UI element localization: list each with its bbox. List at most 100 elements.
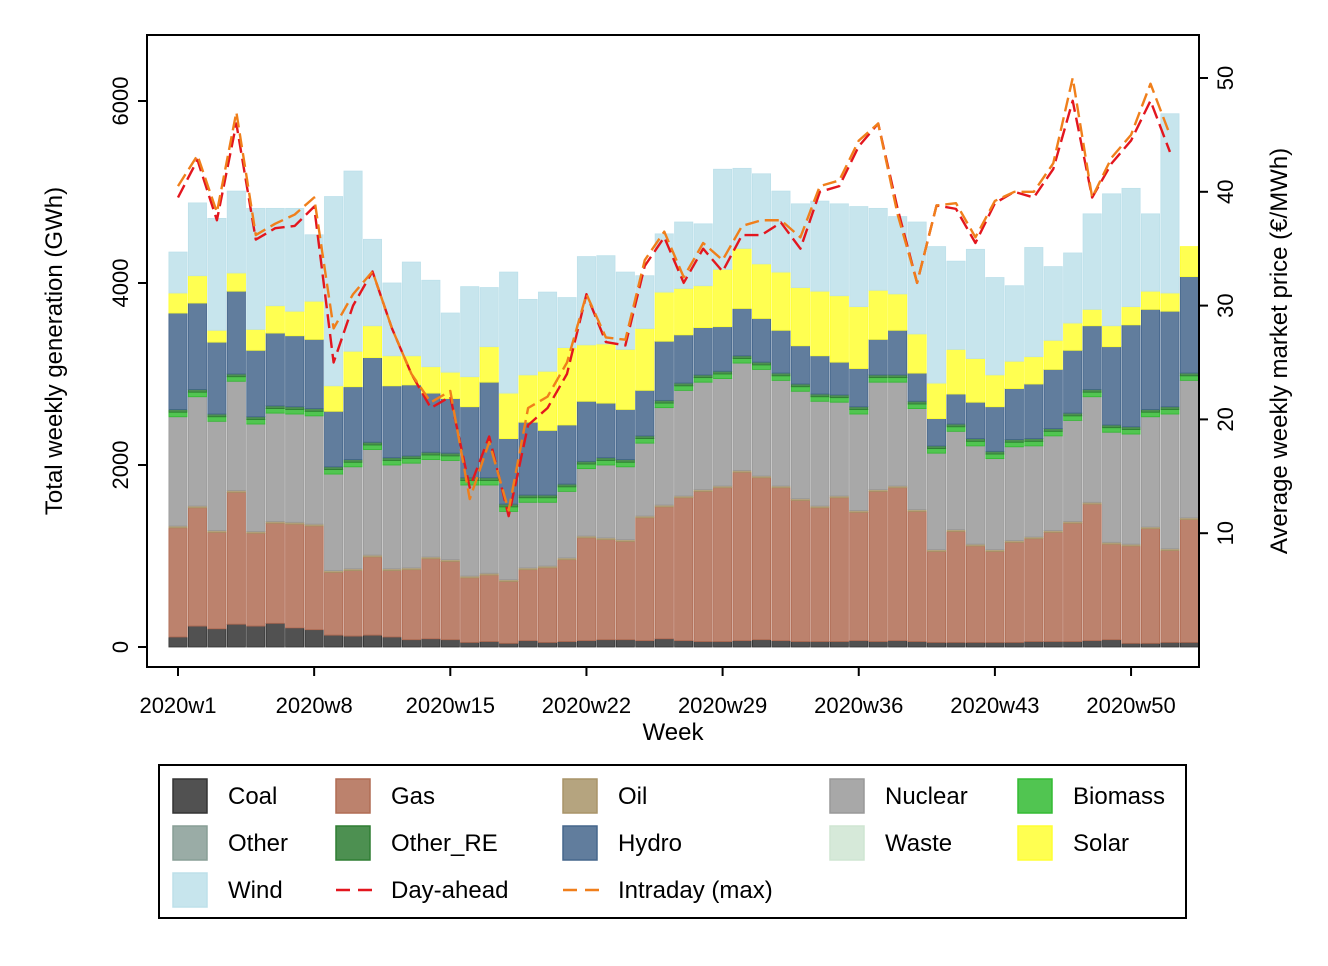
bar-segment bbox=[1179, 519, 1199, 643]
series-gas bbox=[168, 471, 1199, 644]
bar-segment bbox=[499, 271, 519, 394]
bar-segment bbox=[1121, 426, 1141, 430]
bar-segment bbox=[596, 460, 616, 466]
bar-segment bbox=[790, 203, 810, 288]
bar-segment bbox=[499, 581, 519, 644]
bar-segment bbox=[576, 256, 596, 346]
bar-segment bbox=[635, 640, 655, 648]
bar-segment bbox=[1102, 424, 1122, 429]
bar-segment bbox=[713, 370, 733, 375]
bar-segment bbox=[654, 638, 674, 648]
bar-segment bbox=[576, 344, 596, 402]
bar-segment bbox=[654, 506, 674, 640]
bar-segment bbox=[557, 424, 577, 485]
bar-segment bbox=[635, 442, 655, 517]
bar-segment bbox=[829, 397, 849, 403]
bar-segment bbox=[168, 411, 188, 418]
bar-segment bbox=[790, 386, 810, 392]
legend-label: Other_RE bbox=[391, 830, 498, 857]
x-tick-label: 2020w50 bbox=[1086, 693, 1175, 718]
bar-segment bbox=[421, 454, 441, 460]
bar-segment bbox=[829, 394, 849, 399]
bar-segment bbox=[265, 622, 285, 648]
bar-segment bbox=[1179, 372, 1199, 377]
bar-segment bbox=[285, 310, 305, 337]
bar-segment bbox=[1141, 308, 1161, 410]
bar-segment bbox=[693, 327, 713, 376]
series-coal bbox=[168, 622, 1199, 648]
bar-segment bbox=[576, 400, 596, 462]
bar-segment bbox=[1063, 412, 1083, 417]
legend: Coal Gas Oil Nuclear Biomass Other Other_RE Hyd… bbox=[172, 778, 1165, 908]
bar-segment bbox=[674, 385, 694, 391]
bar-segment bbox=[538, 497, 558, 503]
bar-segment bbox=[421, 392, 441, 453]
legend-item-biomass: Biomass bbox=[1017, 778, 1165, 814]
bar-segment bbox=[635, 438, 655, 444]
bar-segment bbox=[1004, 642, 1024, 648]
bar-segment bbox=[674, 389, 694, 497]
bar-segment bbox=[538, 501, 558, 567]
y-axis-left: 0 2000 4000 6000 bbox=[108, 77, 147, 653]
bar-segment bbox=[1082, 325, 1102, 390]
bar-segment bbox=[1004, 441, 1024, 448]
bar-segment bbox=[187, 275, 207, 304]
x-tick-label: 2020w36 bbox=[814, 693, 903, 718]
bar-segment bbox=[362, 444, 382, 450]
bar-segment bbox=[985, 458, 1005, 551]
bar-segment bbox=[868, 374, 888, 379]
legend-label: Coal bbox=[228, 783, 277, 810]
bar-segment bbox=[538, 291, 558, 372]
bar-segment bbox=[1004, 388, 1024, 440]
bar-segment bbox=[460, 286, 480, 378]
bar-segment bbox=[732, 362, 752, 471]
bar-segment bbox=[1121, 642, 1141, 648]
legend-item-gas: Gas bbox=[335, 778, 435, 814]
bar-segment bbox=[1141, 409, 1161, 413]
bar-segment bbox=[1043, 430, 1063, 437]
series-solar bbox=[168, 246, 1199, 440]
bar-segment bbox=[246, 419, 266, 425]
bar-segment bbox=[421, 638, 441, 648]
bar-segment bbox=[324, 473, 344, 571]
bar-segment bbox=[810, 290, 830, 357]
bar-segment bbox=[868, 207, 888, 291]
bar-segment bbox=[1102, 325, 1122, 348]
bar-segment bbox=[635, 328, 655, 391]
bar-segment bbox=[304, 408, 324, 412]
bar-segment bbox=[888, 374, 908, 379]
bar-segment bbox=[440, 460, 460, 561]
bar-segment bbox=[401, 639, 421, 648]
bar-segment bbox=[693, 377, 713, 383]
bar-segment bbox=[965, 248, 985, 359]
bar-segment bbox=[1004, 446, 1024, 541]
bar-segment bbox=[907, 400, 927, 405]
bar-segment bbox=[849, 406, 869, 410]
legend-swatch bbox=[829, 825, 865, 861]
bar-segment bbox=[1082, 391, 1102, 398]
bar-segment bbox=[401, 455, 421, 460]
bar-segment bbox=[1024, 247, 1044, 358]
legend-swatch bbox=[1017, 825, 1053, 861]
bar-segment bbox=[401, 261, 421, 357]
bar-segment bbox=[985, 453, 1005, 460]
legend-swatch bbox=[172, 825, 208, 861]
bar-segment bbox=[479, 574, 499, 642]
bar-segment bbox=[1179, 276, 1199, 374]
bar-segment bbox=[965, 642, 985, 648]
bar-segment bbox=[927, 448, 947, 454]
bar-segment bbox=[946, 260, 966, 350]
bar-segment bbox=[499, 511, 519, 581]
legend-item-solar: Solar bbox=[1017, 825, 1129, 861]
bar-segment bbox=[1102, 346, 1122, 426]
bar-segment bbox=[752, 364, 772, 370]
bar-segment bbox=[713, 168, 733, 270]
bar-segment bbox=[226, 623, 246, 648]
bar-segment bbox=[752, 361, 772, 366]
y-axis-right: 10 20 30 40 50 bbox=[1199, 66, 1238, 545]
bar-segment bbox=[285, 523, 305, 629]
series-oil bbox=[168, 470, 1199, 582]
bar-segment bbox=[1102, 543, 1122, 641]
bar-segment bbox=[615, 271, 635, 350]
